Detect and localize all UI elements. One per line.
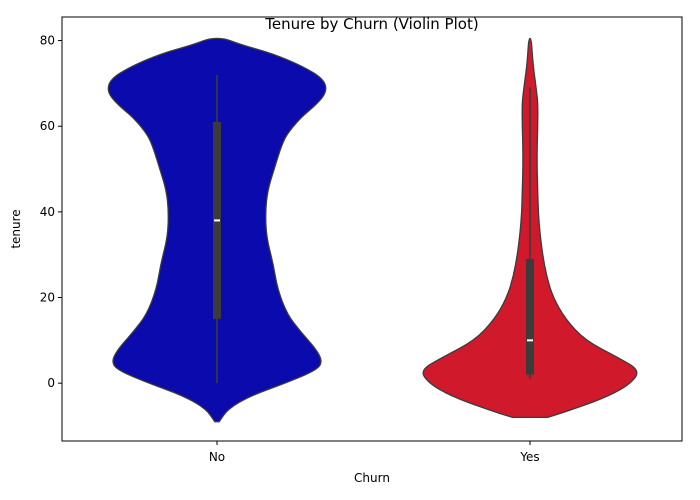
y-tick-label: 60	[40, 119, 55, 133]
y-tick-label: 20	[40, 291, 55, 305]
iqr-box-yes	[526, 258, 534, 375]
x-tick-label: No	[209, 450, 225, 464]
x-axis-label: Churn	[354, 471, 390, 485]
y-tick-label: 0	[47, 376, 55, 390]
x-axis: No Yes	[209, 441, 540, 464]
y-axis-label: tenure	[9, 209, 23, 248]
inner-boxes-layer	[213, 74, 534, 384]
plot-frame	[61, 16, 683, 442]
y-axis: 0 20 40 60 80	[40, 34, 62, 390]
y-tick-label: 40	[40, 205, 55, 219]
violins-layer	[107, 37, 638, 423]
x-tick-label: Yes	[519, 450, 539, 464]
y-tick-label: 80	[40, 34, 55, 48]
chart-title: Tenure by Churn (Violin Plot)	[264, 15, 478, 33]
